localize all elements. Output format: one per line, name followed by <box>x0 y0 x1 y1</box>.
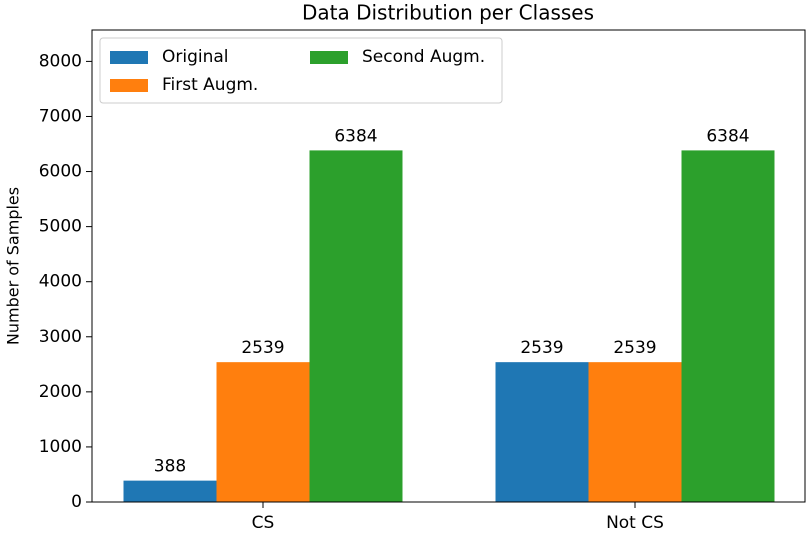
bar <box>681 150 775 502</box>
legend-swatch <box>110 51 148 64</box>
x-tick-label: Not CS <box>606 513 664 533</box>
y-tick-label: 6000 <box>39 162 82 182</box>
legend-swatch <box>310 51 348 64</box>
value-label: 2539 <box>613 338 656 358</box>
value-label: 2539 <box>241 338 284 358</box>
y-tick-label: 5000 <box>39 217 82 237</box>
legend-label: Second Augm. <box>362 47 485 67</box>
y-tick-label: 1000 <box>39 437 82 457</box>
legend-label: First Augm. <box>162 75 258 95</box>
value-label: 2539 <box>520 338 563 358</box>
legend-box <box>99 37 503 104</box>
bar <box>588 362 682 502</box>
chart-title: Data Distribution per Classes <box>302 1 594 25</box>
bar <box>495 362 589 502</box>
bar <box>123 480 217 502</box>
plot-frame <box>91 29 806 503</box>
value-label: 6384 <box>706 126 749 146</box>
y-tick-label: 8000 <box>39 51 82 71</box>
y-tick-label: 4000 <box>39 272 82 292</box>
y-tick-label: 7000 <box>39 106 82 126</box>
value-label: 388 <box>154 457 186 477</box>
value-label: 6384 <box>334 126 377 146</box>
bar <box>216 362 310 502</box>
y-tick-label: 0 <box>71 492 82 512</box>
x-tick-label: CS <box>252 513 275 533</box>
y-tick-label: 3000 <box>39 327 82 347</box>
y-axis-label: Number of Samples <box>4 187 23 345</box>
legend-label: Original <box>162 47 229 67</box>
y-tick-label: 2000 <box>39 382 82 402</box>
legend-swatch <box>110 79 148 92</box>
bar <box>309 150 403 502</box>
